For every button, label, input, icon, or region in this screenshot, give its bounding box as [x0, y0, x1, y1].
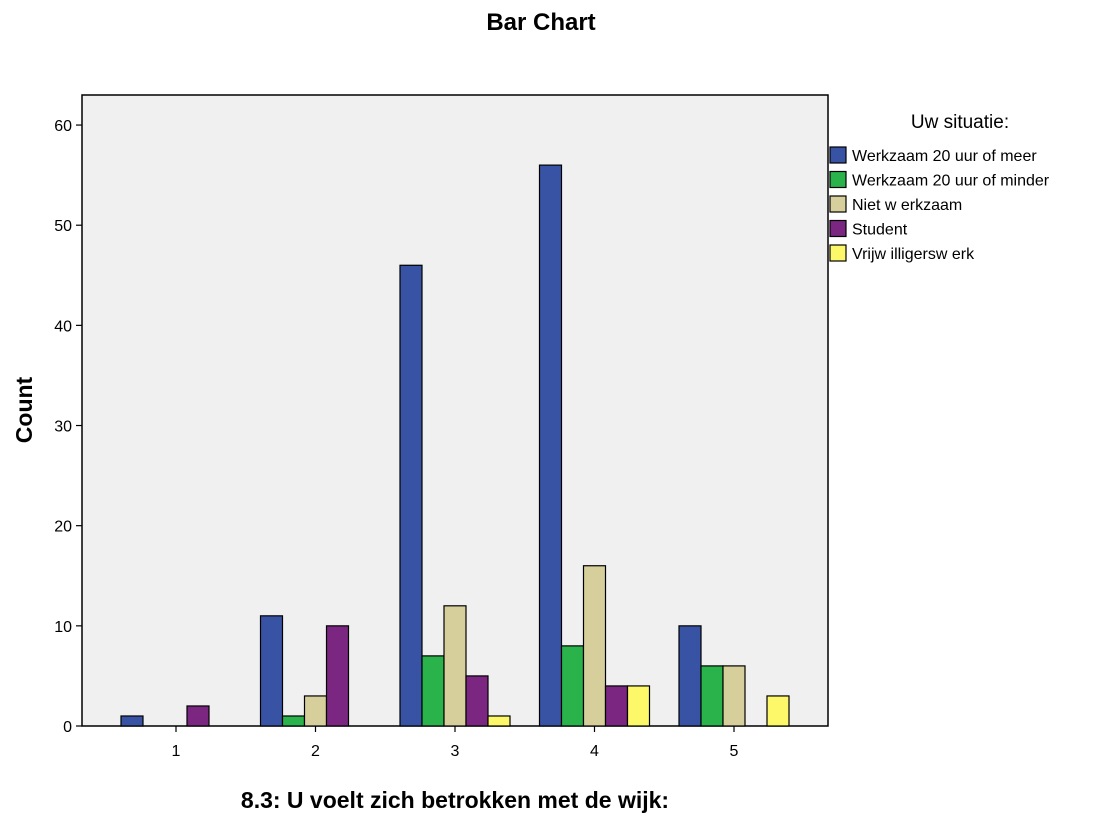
chart-title: Bar Chart — [486, 9, 595, 36]
legend-label: Vrijw illigersw erk — [852, 246, 975, 263]
bar — [487, 715, 511, 727]
y-tick-label: 30 — [54, 419, 72, 436]
y-axis-title: Count — [11, 376, 37, 443]
legend-label: Niet w erkzaam — [852, 197, 962, 214]
legend: Uw situatie: Werkzaam 20 uur of meer Werk… — [829, 112, 1050, 263]
bar — [120, 715, 144, 727]
bar — [259, 615, 284, 727]
bar — [186, 705, 210, 727]
bar — [604, 685, 629, 727]
x-tick-label: 5 — [730, 743, 739, 760]
y-tick-label: 60 — [54, 118, 72, 135]
bar — [538, 164, 563, 727]
x-tick-label: 3 — [451, 743, 460, 760]
bar — [303, 695, 328, 727]
bar — [399, 264, 423, 727]
bar — [325, 625, 350, 727]
legend-title: Uw situatie: — [911, 112, 1009, 133]
y-axis: 0 10 20 30 40 50 60 — [54, 118, 82, 736]
y-tick-label: 0 — [63, 719, 72, 736]
legend-swatch — [829, 146, 847, 164]
legend-swatch — [829, 219, 847, 238]
y-tick-label: 10 — [54, 619, 72, 636]
bar — [281, 715, 306, 727]
bar — [766, 695, 790, 727]
x-tick-label: 2 — [311, 743, 320, 760]
bar — [582, 565, 607, 727]
bar — [465, 675, 489, 727]
legend-label: Werkzaam 20 uur of minder — [852, 173, 1050, 190]
legend-swatch — [829, 244, 847, 262]
bar — [722, 665, 746, 727]
bar — [678, 625, 702, 727]
y-tick-label: 20 — [54, 519, 72, 536]
bar — [560, 645, 585, 727]
legend-label: Student — [852, 222, 908, 239]
y-tick-label: 50 — [54, 218, 72, 235]
legend-swatch — [829, 170, 847, 189]
x-axis-title: 8.3: U voelt zich betrokken met de wijk: — [241, 787, 669, 813]
x-tick-label: 4 — [590, 743, 599, 760]
bar — [700, 665, 724, 727]
legend-label: Werkzaam 20 uur of meer — [852, 148, 1037, 165]
y-tick-label: 40 — [54, 318, 72, 335]
bar — [626, 685, 651, 727]
bar — [421, 655, 445, 727]
bars — [120, 164, 790, 727]
x-tick-label: 1 — [172, 743, 181, 760]
bar — [443, 605, 467, 727]
x-axis: 1 2 3 4 5 — [172, 726, 739, 760]
legend-swatch — [829, 195, 847, 213]
